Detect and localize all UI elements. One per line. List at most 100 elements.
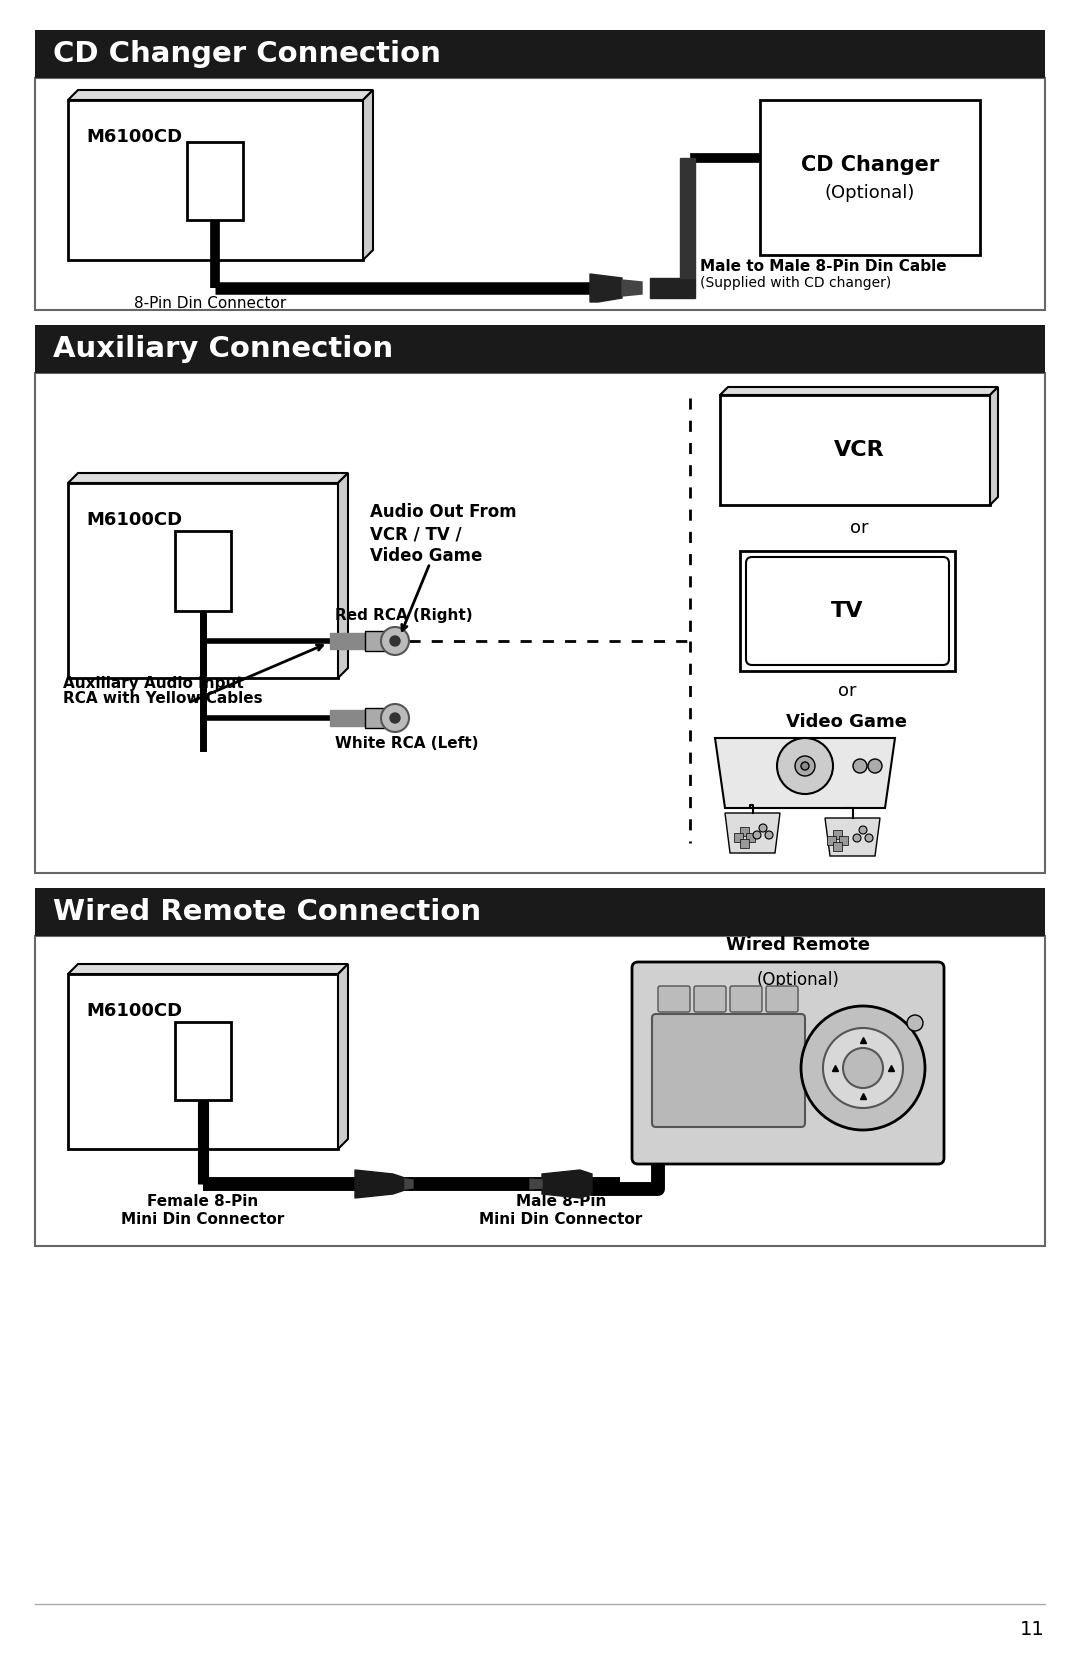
Circle shape [795,756,815,776]
Text: RCA with Yellow Cables: RCA with Yellow Cables [63,691,262,706]
Bar [35,936,1045,1247]
Text: 8-Pin Din Connector: 8-Pin Din Connector [134,295,286,310]
Polygon shape [365,631,384,651]
Polygon shape [330,709,365,726]
Text: Red RCA (Right): Red RCA (Right) [335,608,473,623]
FancyBboxPatch shape [658,986,690,1011]
Circle shape [859,826,867,834]
Polygon shape [825,818,880,856]
Text: CD Changer: CD Changer [801,155,940,175]
Circle shape [907,1015,923,1031]
Circle shape [801,763,809,769]
Bar [839,836,848,845]
Circle shape [390,713,400,723]
Bar [68,100,363,260]
Bar [734,833,743,841]
Polygon shape [68,965,348,975]
Polygon shape [715,738,895,808]
Text: Male 8-Pin: Male 8-Pin [516,1193,606,1208]
Bar [746,833,755,841]
Text: or: or [838,683,856,699]
Text: TV: TV [831,601,863,621]
Polygon shape [338,965,348,1148]
Circle shape [843,1048,883,1088]
Bar [760,100,980,255]
Text: Mini Din Connector: Mini Din Connector [121,1212,285,1227]
Text: 11: 11 [1021,1621,1045,1639]
Bar [68,975,338,1148]
Bar [35,325,1045,372]
FancyBboxPatch shape [730,986,762,1011]
Circle shape [753,831,761,840]
Circle shape [765,831,773,840]
Circle shape [801,1006,924,1130]
Text: Video Game: Video Game [370,547,483,566]
Bar [740,551,955,671]
Text: Female 8-Pin: Female 8-Pin [147,1193,258,1208]
Circle shape [381,704,409,733]
Bar [35,372,1045,873]
Polygon shape [405,1178,413,1188]
Polygon shape [542,1170,592,1198]
Bar [35,30,1045,78]
Bar [833,829,842,840]
Polygon shape [68,472,348,482]
Polygon shape [680,159,696,279]
Polygon shape [330,633,365,649]
Polygon shape [365,708,384,728]
Text: Wired Remote: Wired Remote [726,936,870,955]
Bar [740,840,750,848]
Bar [827,836,836,845]
Circle shape [853,759,867,773]
Text: Mini Din Connector: Mini Din Connector [480,1212,643,1227]
Text: Auxiliary Audio Input: Auxiliary Audio Input [63,676,244,691]
Bar [175,1021,231,1100]
Circle shape [865,834,873,841]
Text: M6100CD: M6100CD [86,129,183,145]
FancyBboxPatch shape [694,986,726,1011]
Text: (Optional): (Optional) [757,971,839,990]
Text: White RCA (Left): White RCA (Left) [335,736,478,751]
Text: Wired Remote Connection: Wired Remote Connection [53,898,481,926]
Bar [35,78,1045,310]
Text: Audio Out From: Audio Out From [370,502,516,521]
Circle shape [777,738,833,794]
FancyBboxPatch shape [746,557,949,664]
Polygon shape [68,90,373,100]
Polygon shape [725,813,780,853]
FancyBboxPatch shape [652,1015,805,1127]
Text: M6100CD: M6100CD [86,511,183,529]
Circle shape [381,628,409,654]
Polygon shape [355,1170,405,1198]
Circle shape [823,1028,903,1108]
Text: (Optional): (Optional) [825,184,915,202]
Bar [740,828,750,836]
Circle shape [853,834,861,841]
Circle shape [868,759,882,773]
Bar [175,531,231,611]
Text: CD Changer Connection: CD Changer Connection [53,40,441,68]
Bar [720,396,990,506]
Polygon shape [363,90,373,260]
Bar [68,482,338,678]
Polygon shape [338,472,348,678]
Text: Video Game: Video Game [786,713,907,731]
Polygon shape [530,1178,542,1188]
Text: VCR: VCR [834,441,885,461]
Text: Auxiliary Connection: Auxiliary Connection [53,335,393,362]
Polygon shape [622,280,642,295]
FancyBboxPatch shape [632,961,944,1163]
Bar [187,142,243,220]
Polygon shape [650,279,696,299]
FancyBboxPatch shape [766,986,798,1011]
Text: or: or [850,519,868,537]
Text: Male to Male 8-Pin Din Cable: Male to Male 8-Pin Din Cable [700,259,947,274]
Text: (Supplied with CD changer): (Supplied with CD changer) [700,275,891,290]
Polygon shape [590,274,622,302]
Polygon shape [720,387,998,396]
Polygon shape [990,387,998,506]
Circle shape [390,636,400,646]
Text: VCR / TV /: VCR / TV / [370,526,461,542]
Circle shape [759,824,767,833]
Bar [35,888,1045,936]
